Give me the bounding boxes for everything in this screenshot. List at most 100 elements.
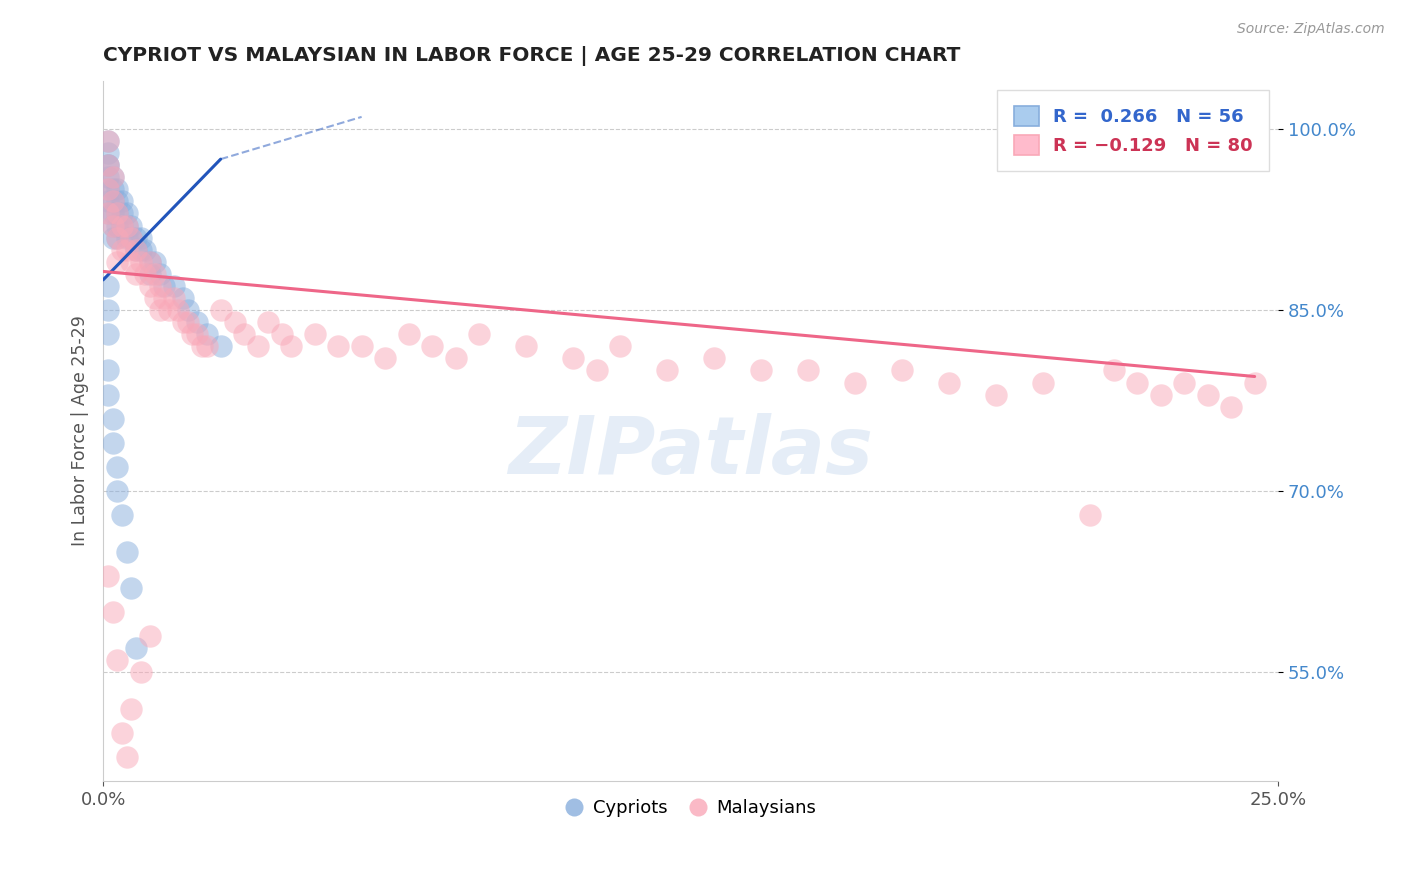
Point (1220, 400, 1243, 414)
Point (97, 170, 120, 185)
Point (195, 339, 218, 353)
Point (157, 303, 180, 318)
Point (148, 279, 170, 293)
Point (139, 267, 162, 281)
Point (97, 387, 120, 401)
Point (191, 339, 214, 353)
Point (749, 363, 772, 377)
Point (105, 484, 128, 499)
Point (115, 243, 138, 257)
Point (125, 267, 148, 281)
Point (97, 158, 120, 172)
Point (101, 170, 124, 185)
Point (97, 363, 120, 377)
Point (177, 315, 200, 329)
Point (101, 436, 124, 450)
Point (209, 339, 232, 353)
Point (105, 230, 128, 244)
Point (105, 182, 128, 196)
Point (120, 254, 142, 268)
Point (115, 230, 138, 244)
Point (1078, 508, 1101, 523)
Point (105, 194, 128, 209)
Point (134, 243, 156, 257)
Point (125, 243, 148, 257)
Point (148, 303, 170, 318)
Point (233, 327, 256, 342)
Point (162, 291, 184, 305)
Point (101, 219, 124, 233)
Point (585, 363, 607, 377)
Point (139, 629, 162, 643)
Point (97, 158, 120, 172)
Point (167, 303, 190, 318)
Point (101, 411, 124, 425)
Point (195, 327, 218, 342)
Point (609, 339, 631, 353)
Point (111, 206, 134, 220)
Point (111, 508, 134, 523)
Point (1197, 387, 1219, 401)
Point (1126, 376, 1149, 390)
Point (105, 230, 128, 244)
Point (1173, 376, 1195, 390)
Point (797, 363, 820, 377)
Legend: Cypriots, Malaysians: Cypriots, Malaysians (558, 792, 823, 824)
Point (326, 339, 349, 353)
Point (374, 351, 396, 366)
Point (938, 376, 960, 390)
Point (101, 182, 124, 196)
Point (224, 315, 246, 329)
Point (398, 327, 420, 342)
Point (97, 182, 120, 196)
Point (120, 219, 142, 233)
Point (1243, 376, 1265, 390)
Point (256, 315, 278, 329)
Point (115, 219, 138, 233)
Point (101, 219, 124, 233)
Point (101, 194, 124, 209)
Text: Source: ZipAtlas.com: Source: ZipAtlas.com (1237, 22, 1385, 37)
Point (97, 134, 120, 148)
Point (105, 206, 128, 220)
Point (153, 291, 176, 305)
Point (129, 230, 152, 244)
Point (172, 315, 194, 329)
Point (172, 291, 194, 305)
Point (111, 194, 134, 209)
Point (120, 701, 142, 715)
Point (280, 339, 302, 353)
Point (153, 279, 176, 293)
Point (304, 327, 326, 342)
Point (143, 254, 166, 268)
Point (186, 327, 208, 342)
Point (562, 351, 585, 366)
Point (101, 605, 124, 619)
Point (1032, 376, 1054, 390)
Point (125, 230, 148, 244)
Point (97, 279, 120, 293)
Point (655, 363, 678, 377)
Point (97, 134, 120, 148)
Point (162, 279, 184, 293)
Point (120, 230, 142, 244)
Point (105, 219, 128, 233)
Point (186, 315, 208, 329)
Point (129, 243, 152, 257)
Point (129, 665, 152, 680)
Point (97, 158, 120, 172)
Point (891, 363, 914, 377)
Text: CYPRIOT VS MALAYSIAN IN LABOR FORCE | AGE 25-29 CORRELATION CHART: CYPRIOT VS MALAYSIAN IN LABOR FORCE | AG… (103, 46, 960, 66)
Point (270, 327, 292, 342)
Point (125, 641, 148, 656)
Point (111, 725, 134, 739)
Point (97, 327, 120, 342)
Point (105, 254, 128, 268)
Point (111, 219, 134, 233)
Point (105, 460, 128, 475)
Point (111, 219, 134, 233)
Point (468, 327, 491, 342)
Point (984, 387, 1007, 401)
Point (97, 146, 120, 161)
Point (120, 230, 142, 244)
